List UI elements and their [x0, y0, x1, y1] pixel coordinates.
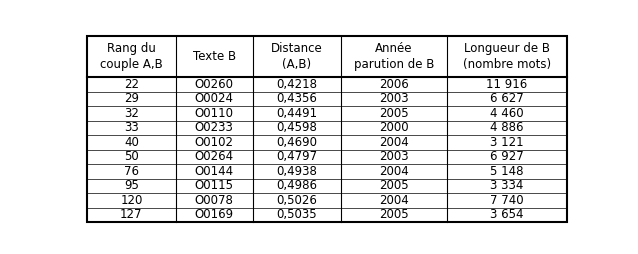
- Text: 40: 40: [124, 136, 139, 149]
- Text: 95: 95: [124, 179, 139, 193]
- Text: 4 460: 4 460: [490, 107, 524, 120]
- Text: O0233: O0233: [195, 121, 234, 134]
- Text: 0,4797: 0,4797: [276, 150, 318, 163]
- Text: 0,4938: 0,4938: [276, 165, 318, 178]
- Text: 11 916: 11 916: [486, 78, 528, 91]
- Text: 127: 127: [120, 208, 143, 221]
- Text: 2005: 2005: [379, 107, 409, 120]
- Text: 0,4690: 0,4690: [276, 136, 318, 149]
- Text: O0260: O0260: [195, 78, 234, 91]
- Text: 50: 50: [124, 150, 139, 163]
- Text: 5 148: 5 148: [490, 165, 524, 178]
- Text: Distance
(A,B): Distance (A,B): [271, 42, 323, 71]
- Text: O0078: O0078: [195, 194, 234, 207]
- Text: 6 627: 6 627: [490, 92, 524, 105]
- Text: 76: 76: [124, 165, 139, 178]
- Text: 0,4986: 0,4986: [276, 179, 318, 193]
- Text: Texte B: Texte B: [193, 50, 236, 63]
- Text: Année
parution de B: Année parution de B: [354, 42, 434, 71]
- Text: 2004: 2004: [379, 165, 409, 178]
- Text: 29: 29: [124, 92, 139, 105]
- Text: O0102: O0102: [195, 136, 234, 149]
- Text: 120: 120: [120, 194, 143, 207]
- Text: 32: 32: [124, 107, 139, 120]
- Text: O0110: O0110: [195, 107, 234, 120]
- Text: 2000: 2000: [379, 121, 409, 134]
- Text: 2004: 2004: [379, 136, 409, 149]
- Text: 33: 33: [124, 121, 139, 134]
- Text: O0144: O0144: [195, 165, 234, 178]
- Text: 2004: 2004: [379, 194, 409, 207]
- Text: 0,4491: 0,4491: [276, 107, 318, 120]
- Bar: [87, 36, 567, 77]
- Text: 4 886: 4 886: [490, 121, 524, 134]
- Text: O0115: O0115: [195, 179, 234, 193]
- Text: O0024: O0024: [195, 92, 234, 105]
- Text: 2005: 2005: [379, 208, 409, 221]
- Text: 2005: 2005: [379, 179, 409, 193]
- Text: 2006: 2006: [379, 78, 409, 91]
- Text: O0264: O0264: [195, 150, 234, 163]
- Text: 6 927: 6 927: [490, 150, 524, 163]
- Text: 2003: 2003: [379, 92, 409, 105]
- Text: O0169: O0169: [195, 208, 234, 221]
- Text: 22: 22: [124, 78, 139, 91]
- Text: Rang du
couple A,B: Rang du couple A,B: [100, 42, 163, 71]
- Text: 0,5026: 0,5026: [276, 194, 318, 207]
- Text: 0,4598: 0,4598: [276, 121, 318, 134]
- Text: 0,5035: 0,5035: [277, 208, 317, 221]
- Text: Longueur de B
(nombre mots): Longueur de B (nombre mots): [463, 42, 551, 71]
- Text: 2003: 2003: [379, 150, 409, 163]
- Text: 3 654: 3 654: [490, 208, 524, 221]
- Text: 3 121: 3 121: [490, 136, 524, 149]
- Text: 0,4218: 0,4218: [276, 78, 318, 91]
- Text: 0,4356: 0,4356: [276, 92, 318, 105]
- Text: 3 334: 3 334: [490, 179, 524, 193]
- Text: 7 740: 7 740: [490, 194, 524, 207]
